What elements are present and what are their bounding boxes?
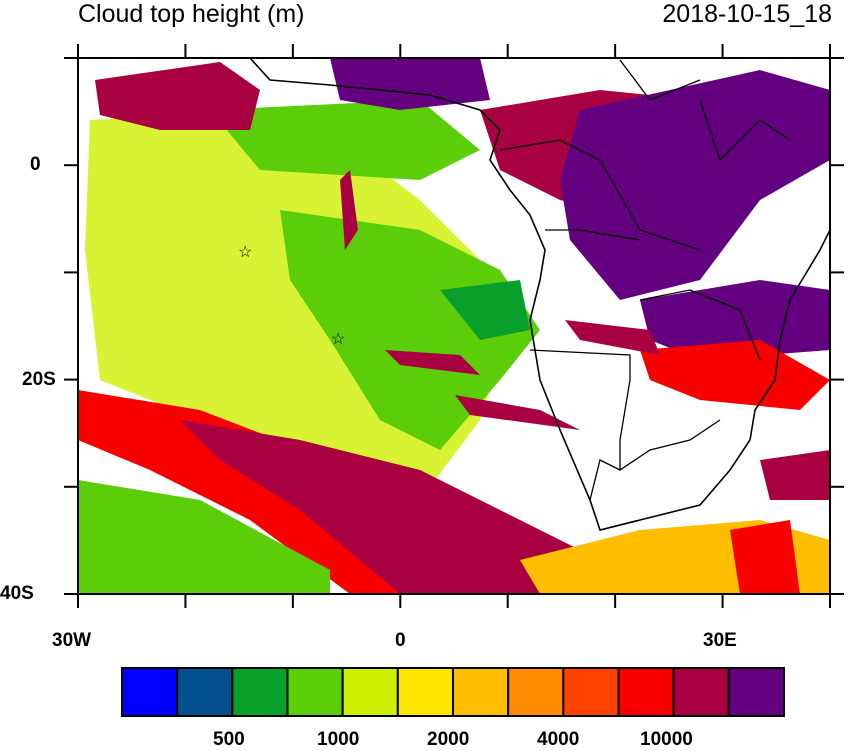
- colorbar-label: 500: [213, 729, 245, 750]
- colorbar-label: 10000: [640, 729, 693, 750]
- colorbar-swatch: [286, 667, 344, 717]
- cloud-sw-green: [78, 480, 330, 594]
- colorbar-swatch: [176, 667, 234, 717]
- cloud-streak-1: [340, 170, 358, 250]
- plot-frame: [77, 57, 831, 595]
- colorbar-swatch: [727, 667, 785, 717]
- colorbar-swatch: [452, 667, 510, 717]
- cloud-streak-3: [455, 395, 580, 430]
- cloud-streak-2: [385, 350, 480, 375]
- axis-ticks: [64, 44, 844, 608]
- cloud-streak-4: [565, 320, 660, 355]
- colorbar-swatch: [507, 667, 565, 717]
- colorbar: [121, 667, 785, 717]
- colorbar-label: 4000: [537, 729, 580, 750]
- cloud-green-north: [210, 100, 480, 180]
- colorbar-swatch: [617, 667, 675, 717]
- colorbar-swatch: [672, 667, 730, 717]
- colorbar-swatch: [231, 667, 289, 717]
- x-label-30e: 30E: [703, 630, 737, 651]
- y-label-40s: 40S: [0, 583, 34, 604]
- colorbar-swatch: [396, 667, 455, 717]
- country-borders: [499, 59, 791, 501]
- colorbar-swatch: [121, 667, 179, 717]
- x-label-30w: 30W: [52, 630, 92, 651]
- cloud-purple-east: [640, 280, 830, 360]
- colorbar-label: 2000: [427, 729, 470, 750]
- cloud-low-green: [280, 210, 540, 450]
- cloud-purple-north: [330, 58, 490, 110]
- y-label-0: 0: [30, 154, 41, 175]
- cloud-maroon-east: [760, 450, 830, 500]
- cloud-red-far-se: [730, 520, 800, 594]
- colorbar-swatch: [562, 667, 620, 717]
- colorbar-swatch: [341, 667, 399, 717]
- plot-timestamp: 2018-10-15_18: [662, 0, 832, 28]
- cloud-field: ☆ ☆: [78, 58, 830, 594]
- cloud-front-maroon: [180, 420, 620, 594]
- x-label-0: 0: [395, 630, 406, 651]
- cloud-purple-africa: [560, 70, 830, 300]
- cloud-red-se: [640, 340, 830, 410]
- star-marker: ☆: [238, 244, 252, 261]
- y-label-20s: 20S: [22, 369, 56, 390]
- cloud-high-nw: [95, 62, 260, 130]
- star-marker: ☆: [331, 331, 345, 348]
- cloud-low-dkgreen: [440, 280, 530, 340]
- africa-coastline: [249, 58, 830, 531]
- colorbar-label: 1000: [317, 729, 360, 750]
- plot-title: Cloud top height (m): [78, 0, 305, 28]
